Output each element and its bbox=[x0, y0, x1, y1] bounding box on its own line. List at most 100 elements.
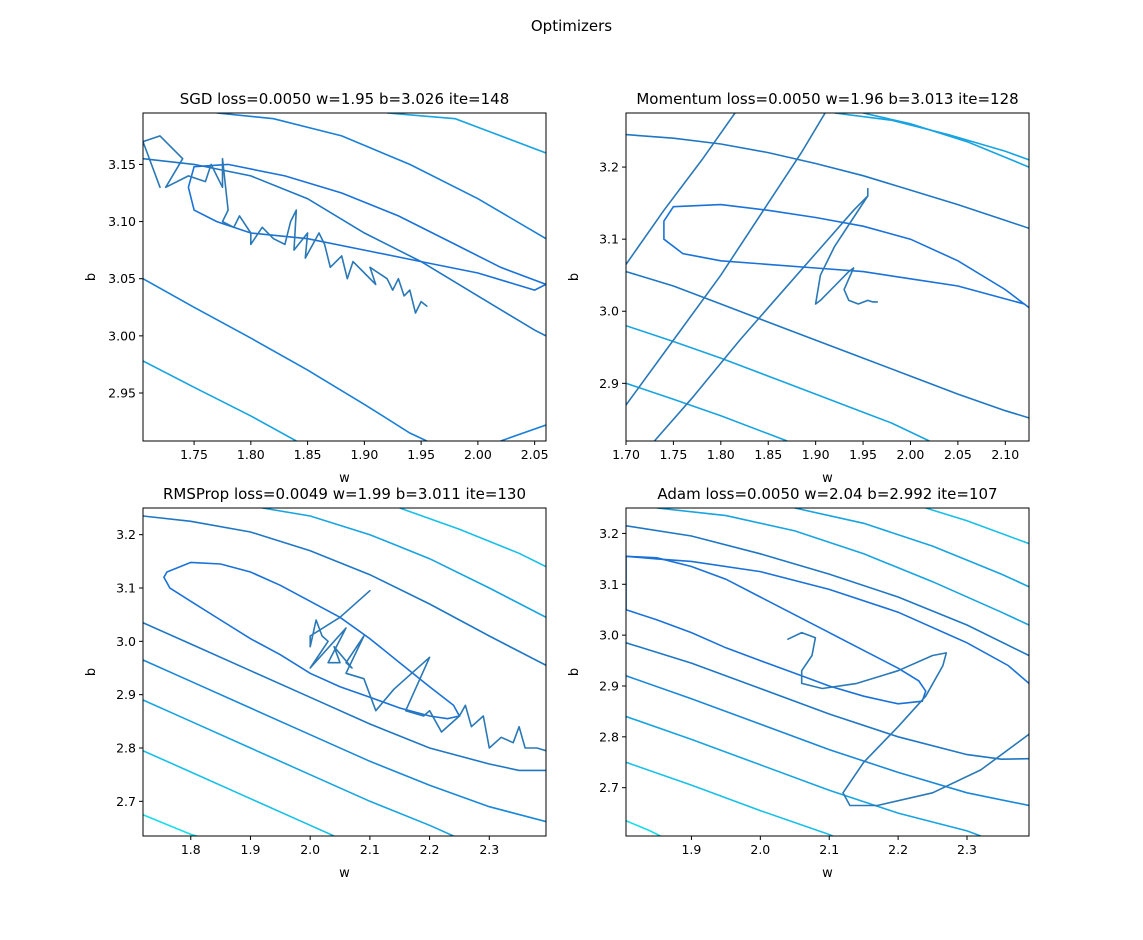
contour-line-6 bbox=[626, 113, 736, 265]
axes-frame bbox=[142, 112, 547, 442]
y-tick-label: 2.9 bbox=[599, 678, 619, 693]
y-tick-label: 2.9 bbox=[599, 376, 619, 391]
y-axis-label: b bbox=[84, 668, 99, 676]
contour-ellipse bbox=[663, 203, 1029, 309]
y-tick-label: 2.9 bbox=[116, 687, 136, 702]
contour-line-4 bbox=[143, 360, 297, 441]
contour-line-7 bbox=[143, 813, 197, 836]
contour-line-4 bbox=[626, 324, 930, 441]
plot-area bbox=[143, 113, 546, 441]
y-tick-label: 3.05 bbox=[108, 271, 136, 286]
x-tick-label: 2.10 bbox=[991, 447, 1019, 462]
y-axis-label: b bbox=[84, 273, 99, 281]
contour-line-2 bbox=[387, 113, 546, 154]
x-tick-label: 1.95 bbox=[849, 447, 877, 462]
y-tick-label: 2.95 bbox=[108, 386, 136, 401]
subplot-adam: 1.9 2.0 2.1 2.2 2.3 2.7 2.8 2.9 3.0 3.1 3.2 Adam lo… bbox=[567, 485, 1030, 881]
axes-frame bbox=[625, 112, 1030, 442]
contour-line-1 bbox=[834, 113, 1029, 161]
y-tick-label: 3.1 bbox=[599, 232, 619, 247]
x-tick-label: 1.90 bbox=[802, 447, 830, 462]
subplot-title: Momentum loss=0.0050 w=1.96 b=3.013 ite=… bbox=[636, 90, 1018, 108]
contour-line-8 bbox=[653, 195, 869, 441]
contour-line-3 bbox=[626, 270, 1029, 419]
x-tick-label: 1.80 bbox=[237, 447, 265, 462]
contour-line-5 bbox=[143, 699, 454, 836]
x-tick-label: 1.75 bbox=[659, 447, 687, 462]
x-tick-label: 2.00 bbox=[464, 447, 492, 462]
y-tick-label: 3.2 bbox=[116, 527, 136, 542]
y-axis-label: b bbox=[567, 668, 582, 676]
y-tick-label: 2.7 bbox=[116, 794, 136, 809]
figure-suptitle: Optimizers bbox=[531, 17, 612, 35]
y-tick-label: 3.0 bbox=[599, 628, 619, 643]
optimizer-trajectory bbox=[143, 135, 428, 314]
x-tick-label: 2.2 bbox=[888, 842, 908, 857]
contour-line-0 bbox=[626, 133, 1029, 230]
x-tick-label: 1.95 bbox=[407, 447, 435, 462]
optimizer-trajectory bbox=[309, 589, 546, 752]
y-tick-label: 3.0 bbox=[116, 634, 136, 649]
y-tick-label: 3.10 bbox=[108, 214, 136, 229]
y-tick-label: 2.8 bbox=[599, 729, 619, 744]
contour-ellipse bbox=[187, 163, 546, 291]
y-tick-label: 3.15 bbox=[108, 157, 136, 172]
x-axis-label: w bbox=[339, 866, 350, 881]
contour-line-3 bbox=[143, 621, 546, 772]
plot-area bbox=[143, 508, 546, 836]
x-tick-label: 2.1 bbox=[819, 842, 839, 857]
x-axis-label: w bbox=[339, 471, 350, 486]
subplot-title: RMSProp loss=0.0049 w=1.99 b=3.011 ite=1… bbox=[163, 485, 526, 503]
y-tick-label: 3.2 bbox=[599, 160, 619, 175]
contour-line-2 bbox=[794, 508, 1029, 588]
x-tick-label: 2.1 bbox=[360, 842, 380, 857]
contour-line-6 bbox=[143, 749, 335, 836]
contour-line-1 bbox=[656, 508, 1029, 626]
x-tick-label: 2.0 bbox=[750, 842, 770, 857]
subplot-rmsprop: 1.8 1.9 2.0 2.1 2.2 2.3 2.7 2.8 2.9 3.0 3.1 3.2 RMSP… bbox=[84, 485, 547, 881]
y-tick-label: 2.8 bbox=[116, 741, 136, 756]
contour-line-0 bbox=[143, 515, 546, 667]
x-tick-label: 2.0 bbox=[300, 842, 320, 857]
contour-line-6 bbox=[626, 675, 1029, 807]
contour-ellipse bbox=[626, 555, 927, 705]
x-axis-label: w bbox=[822, 866, 833, 881]
axes-frame bbox=[625, 507, 1030, 837]
x-tick-label: 1.70 bbox=[612, 447, 640, 462]
x-tick-label: 1.80 bbox=[707, 447, 735, 462]
x-tick-label: 2.3 bbox=[957, 842, 977, 857]
x-tick-label: 1.85 bbox=[294, 447, 322, 462]
optimizer-trajectory bbox=[787, 631, 1029, 807]
y-axis-label: b bbox=[567, 273, 582, 281]
y-tick-label: 3.0 bbox=[599, 304, 619, 319]
x-tick-label: 1.9 bbox=[241, 842, 261, 857]
subplot-grid: 1.75 1.80 1.85 1.90 1.95 2.00 2.05 2.95 3.00 3.05… bbox=[84, 90, 1030, 881]
contour-line-8 bbox=[626, 761, 834, 836]
x-tick-label: 1.9 bbox=[681, 842, 701, 857]
contour-line-5 bbox=[500, 424, 546, 441]
plot-area bbox=[626, 113, 1029, 441]
x-tick-label: 2.3 bbox=[479, 842, 499, 857]
x-tick-label: 2.05 bbox=[521, 447, 549, 462]
contour-line-1 bbox=[262, 508, 546, 619]
axes-frame bbox=[142, 507, 547, 837]
y-tick-label: 3.00 bbox=[108, 328, 136, 343]
subplot-title: SGD loss=0.0050 w=1.95 b=3.026 ite=148 bbox=[180, 90, 510, 108]
contour-line-0 bbox=[626, 525, 1029, 657]
x-tick-label: 1.85 bbox=[754, 447, 782, 462]
x-tick-label: 2.00 bbox=[897, 447, 925, 462]
x-tick-label: 2.2 bbox=[420, 842, 440, 857]
y-tick-label: 3.1 bbox=[116, 581, 136, 596]
y-tick-label: 3.1 bbox=[599, 577, 619, 592]
contour-line-9 bbox=[626, 819, 661, 836]
contour-line-4 bbox=[626, 555, 1029, 685]
subplot-momentum: 1.70 1.75 1.80 1.85 1.90 1.95 2.00 2.05 2.10 2.9 3… bbox=[567, 90, 1030, 486]
optimizer-trajectory bbox=[814, 187, 879, 305]
plot-area bbox=[626, 508, 1029, 836]
contour-line-3 bbox=[925, 508, 1029, 545]
x-tick-label: 2.05 bbox=[944, 447, 972, 462]
x-tick-label: 1.90 bbox=[350, 447, 378, 462]
contour-ellipse bbox=[162, 561, 461, 720]
contour-line-2 bbox=[399, 508, 546, 568]
